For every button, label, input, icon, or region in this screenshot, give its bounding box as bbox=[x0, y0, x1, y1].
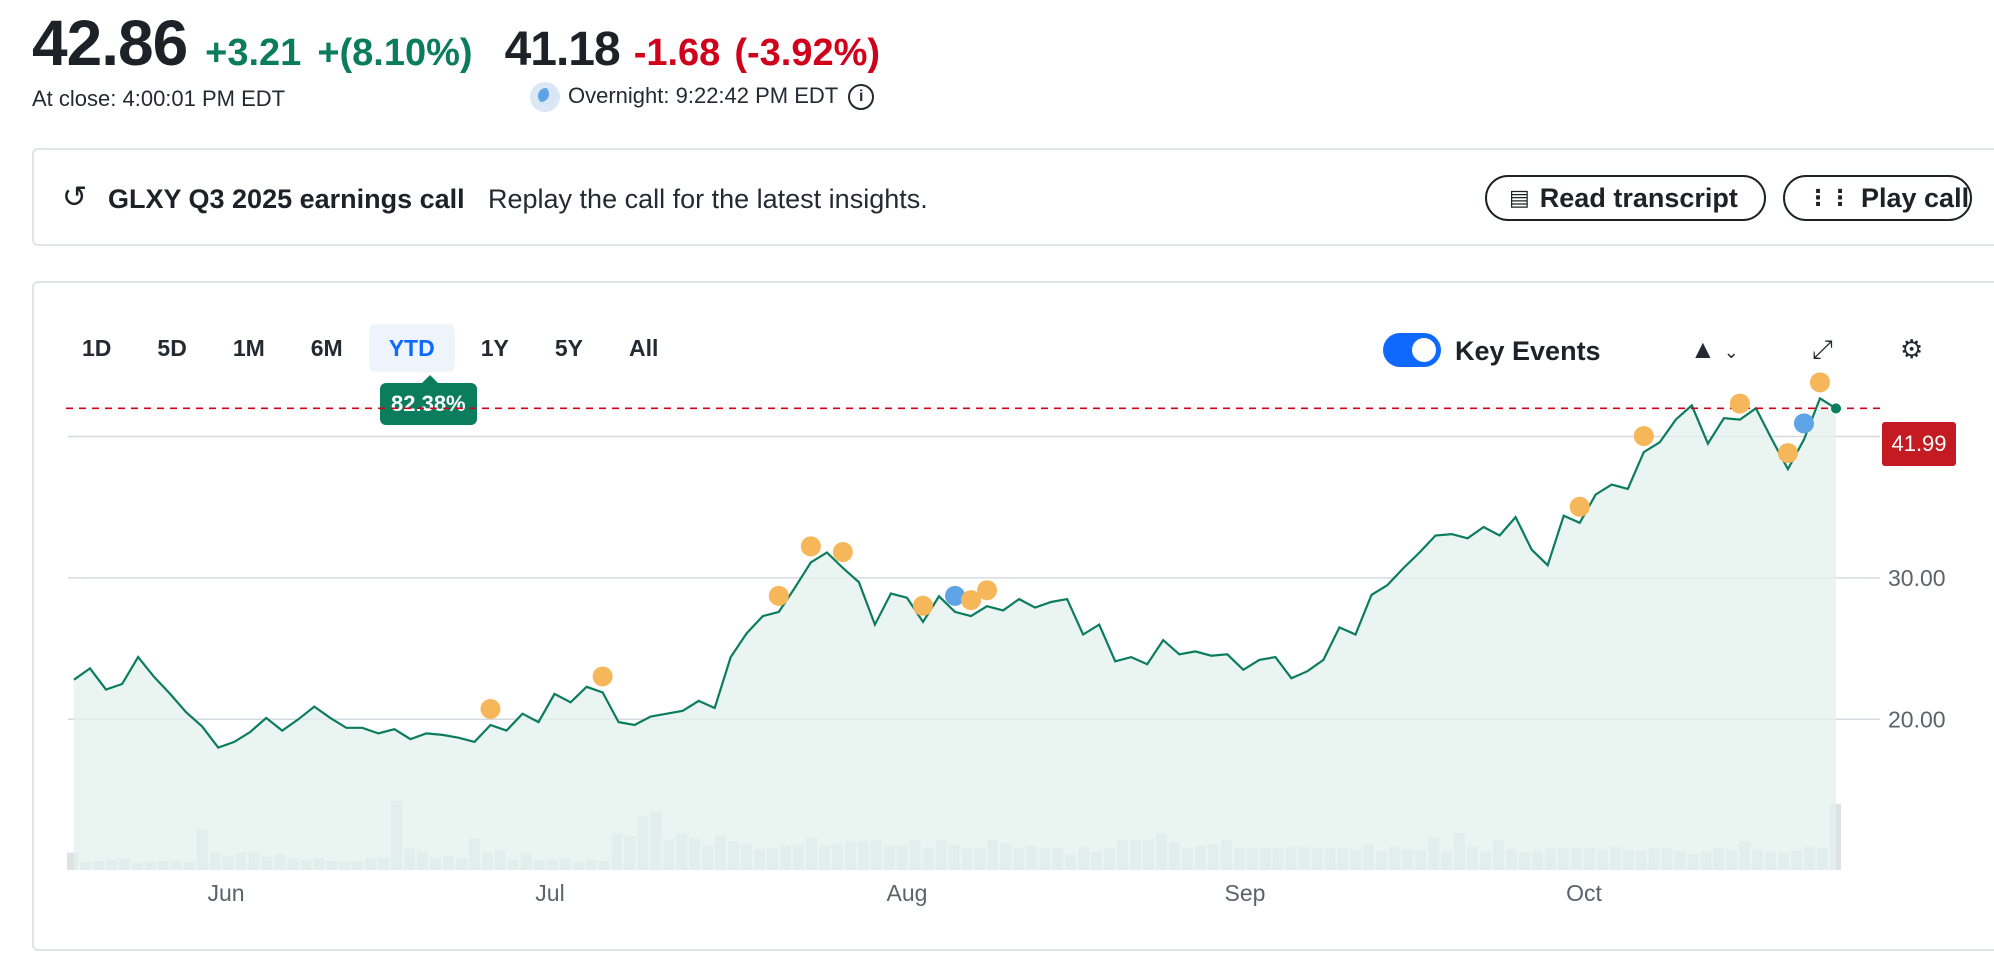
earnings-call-description: Replay the call for the latest insights. bbox=[488, 184, 928, 214]
chevron-down-icon: ⌄ bbox=[1723, 342, 1739, 362]
range-1y[interactable]: 1Y bbox=[480, 335, 509, 361]
key-events-label: Key Events bbox=[1455, 336, 1601, 366]
transcript-icon: ▤ bbox=[1509, 185, 1530, 210]
current-price: 42.86 bbox=[32, 7, 188, 79]
dividend-event-marker[interactable] bbox=[1633, 426, 1654, 447]
dividend-event-marker[interactable] bbox=[592, 666, 613, 687]
price-change: +3.21 bbox=[205, 32, 302, 74]
read-transcript-label: Read transcript bbox=[1539, 182, 1738, 213]
key-events-toggle[interactable] bbox=[1383, 333, 1441, 367]
last-price-point bbox=[1831, 403, 1841, 414]
earnings-call-title: GLXY Q3 2025 earnings call bbox=[108, 184, 465, 214]
after-hours-change: -1.68 bbox=[633, 32, 721, 74]
dividend-event-marker[interactable] bbox=[1809, 372, 1830, 393]
range-all[interactable]: All bbox=[629, 335, 659, 361]
dividend-event-marker[interactable] bbox=[912, 595, 933, 616]
last-price-tag: 41.99 bbox=[1882, 422, 1956, 466]
range-1d[interactable]: 1D bbox=[82, 335, 112, 361]
x-tick-label: Jun bbox=[207, 880, 244, 906]
mountain-chart-icon: ▲ bbox=[1690, 334, 1716, 364]
play-call-label: Play call bbox=[1861, 182, 1970, 213]
x-tick-label: Aug bbox=[887, 880, 928, 906]
y-tick-label: 20.00 bbox=[1888, 706, 1946, 732]
play-call-button[interactable]: ⋮⋮ Play call bbox=[1783, 175, 1972, 221]
info-icon[interactable]: i bbox=[848, 84, 875, 110]
price-line bbox=[73, 396, 1837, 749]
audio-waveform-icon: ⋮⋮ bbox=[1807, 185, 1851, 210]
x-tick-label: Sep bbox=[1225, 880, 1266, 906]
quote-header: 42.86 +3.21 +(8.10%) 41.18 -1.68 (-3.92%… bbox=[32, 6, 880, 80]
ytd-return-badge: 82.38% bbox=[380, 375, 477, 425]
key-event-marker[interactable] bbox=[1793, 413, 1814, 434]
expand-icon[interactable]: ⤢ bbox=[1812, 334, 1833, 364]
read-transcript-button[interactable]: ▤ Read transcript bbox=[1485, 175, 1766, 221]
y-tick-label: 30.00 bbox=[1888, 565, 1946, 591]
x-tick-label: Oct bbox=[1566, 880, 1602, 906]
price-area bbox=[74, 398, 1836, 870]
range-6m[interactable]: 6M bbox=[310, 335, 343, 361]
dividend-event-marker[interactable] bbox=[1729, 393, 1750, 414]
dividend-event-marker[interactable] bbox=[832, 542, 853, 563]
range-5d[interactable]: 5D bbox=[157, 335, 187, 361]
volume-bar bbox=[67, 852, 78, 870]
range-1m[interactable]: 1M bbox=[232, 335, 265, 361]
range-selector: 1D 5D 1M 6M YTD 1Y 5Y All bbox=[62, 324, 684, 372]
after-hours-price: 41.18 bbox=[504, 23, 621, 76]
moon-icon bbox=[530, 82, 560, 112]
dividend-event-marker[interactable] bbox=[961, 590, 982, 611]
x-tick-label: Jul bbox=[535, 880, 564, 906]
chart-card bbox=[32, 281, 1994, 951]
gear-icon[interactable]: ⚙ bbox=[1900, 334, 1924, 364]
price-change-percent: +(8.10%) bbox=[317, 32, 473, 74]
after-hours-change-percent: (-3.92%) bbox=[734, 32, 881, 74]
range-5y[interactable]: 5Y bbox=[554, 335, 583, 361]
overnight-row: Overnight: 9:22:42 PM EDT i bbox=[530, 82, 875, 112]
dividend-event-marker[interactable] bbox=[1569, 496, 1590, 517]
dividend-event-marker[interactable] bbox=[768, 585, 789, 606]
chart-type-selector[interactable]: ▲ ⌄ bbox=[1690, 334, 1739, 365]
dividend-event-marker[interactable] bbox=[800, 536, 821, 557]
key-event-marker[interactable] bbox=[945, 585, 965, 606]
earnings-call-banner: ↺ GLXY Q3 2025 earnings call Replay the … bbox=[32, 148, 1994, 246]
price-row: 42.86 +3.21 +(8.10%) 41.18 -1.68 (-3.92%… bbox=[32, 6, 880, 80]
close-time: At close: 4:00:01 PM EDT bbox=[32, 86, 286, 111]
dividend-event-marker[interactable] bbox=[1777, 443, 1798, 464]
dividend-event-marker[interactable] bbox=[480, 698, 501, 719]
range-ytd[interactable]: YTD bbox=[368, 324, 455, 372]
overnight-time: Overnight: 9:22:42 PM EDT bbox=[568, 82, 839, 108]
dividend-event-marker[interactable] bbox=[977, 580, 998, 601]
replay-icon: ↺ bbox=[62, 181, 88, 214]
